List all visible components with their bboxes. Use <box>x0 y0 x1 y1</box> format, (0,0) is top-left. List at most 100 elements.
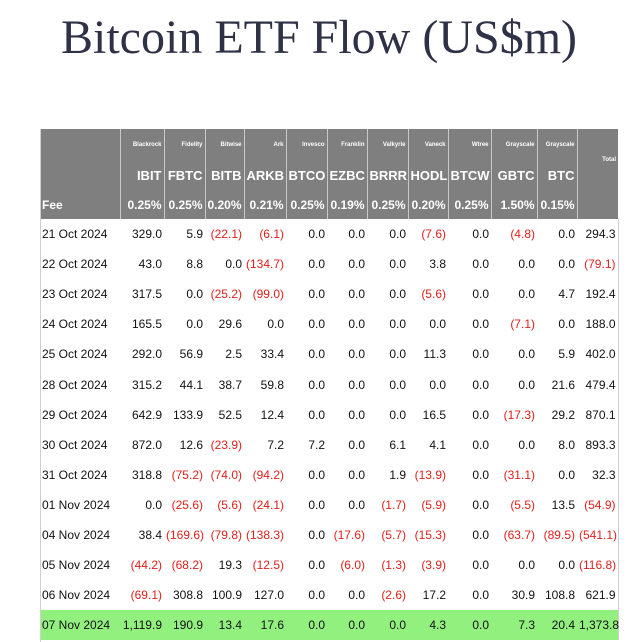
issuer-header-ezbc: Franklin <box>326 129 367 160</box>
flow-cell-btc: (89.5) <box>537 519 577 551</box>
flow-cell-brrr: 0.0 <box>367 369 408 400</box>
flow-cell-btc: 29.2 <box>537 399 577 430</box>
flow-cell-fbtc: 56.9 <box>164 339 205 370</box>
flow-cell-gbtc: (63.7) <box>491 519 537 551</box>
flow-cell-brrr: 0.0 <box>367 249 408 280</box>
flow-cell-brrr: (2.6) <box>367 580 408 611</box>
issuer-header-gbtc: Grayscale <box>490 129 537 160</box>
flow-cell-brrr: 6.1 <box>367 429 408 460</box>
flow-cell-btco: 0.0 <box>286 610 327 641</box>
flow-cell-brrr: 1.9 <box>367 459 408 490</box>
flow-cell-gbtc: 7.3 <box>491 610 537 641</box>
flow-total-cell: 870.1 <box>577 399 619 430</box>
flow-cell-btc: 108.8 <box>537 580 577 611</box>
issuer-header-brrr: Valkyrie <box>366 129 408 160</box>
row-date: 07 Nov 2024 <box>40 610 120 641</box>
issuer-header-row: Blackrock Fidelity Bitwise Ark Invesco Frankl… <box>40 129 618 190</box>
flow-cell-ezbc: 0.0 <box>327 279 367 310</box>
etf-flow-table: Blackrock Fidelity Bitwise Ark Invesco Frankl… <box>40 129 619 641</box>
flow-total-cell: (541.1) <box>577 519 619 551</box>
flow-cell-btco: 0.0 <box>286 489 327 520</box>
flow-cell-btco: 0.0 <box>286 339 327 370</box>
flow-cell-fbtc: (68.2) <box>164 550 205 581</box>
flow-cell-ezbc: 0.0 <box>327 489 367 520</box>
flow-cell-brrr: (1.3) <box>367 550 408 581</box>
ticker-header-hodl: HODL <box>407 160 448 190</box>
flow-cell-arkb: (12.5) <box>244 550 286 581</box>
flow-cell-btco: 0.0 <box>286 249 327 280</box>
flow-cell-hodl: (7.6) <box>408 219 448 250</box>
fee-ibit: 0.25% <box>119 190 164 219</box>
issuer-header-btc: Grayscale <box>536 129 577 160</box>
flow-cell-bitb: (79.8) <box>205 519 244 551</box>
flow-cell-hodl: (5.6) <box>408 279 448 310</box>
fee-bitb: 0.20% <box>204 190 244 219</box>
flow-cell-gbtc: 0.0 <box>491 249 537 280</box>
flow-cell-bitb: 52.5 <box>205 399 244 430</box>
flow-cell-ibit: (44.2) <box>120 550 164 581</box>
flow-cell-gbtc: (17.3) <box>491 399 537 430</box>
flow-cell-hodl: (15.3) <box>408 519 448 551</box>
flow-cell-bitb: 0.0 <box>205 249 244 280</box>
ticker-header-arkb: ARKB <box>243 160 286 190</box>
flow-cell-fbtc: 308.8 <box>164 580 205 611</box>
flow-total-cell: 188.0 <box>577 309 619 340</box>
flow-total-cell: 402.0 <box>577 339 619 370</box>
fee-ezbc: 0.19% <box>326 190 367 219</box>
flow-cell-btco: 0.0 <box>286 279 327 310</box>
flow-cell-arkb: 59.8 <box>244 369 286 400</box>
flow-cell-ibit: 38.4 <box>120 519 164 551</box>
flow-cell-btc: 0.0 <box>537 459 577 490</box>
table-row: 06 Nov 2024 (69.1) 308.8 100.9 127.0 0.0 0.0 (2… <box>40 580 619 611</box>
flow-cell-btco: 0.0 <box>286 369 327 400</box>
table-row: 28 Oct 2024 315.2 44.1 38.7 59.8 0.0 0.0 0.0 0.0… <box>40 369 619 400</box>
flow-total-cell: 32.3 <box>577 459 619 490</box>
issuer-header-btcw: Wtree <box>447 129 491 160</box>
flow-cell-btcw: 0.0 <box>448 219 491 250</box>
flow-cell-fbtc: (75.2) <box>164 459 205 490</box>
fee-row: Fee 0.25% 0.25% 0.20% 0.21% 0.25% 0.19% 0.25% 0… <box>40 190 618 219</box>
table-row: 01 Nov 2024 0.0 (25.6) (5.6) (24.1) 0.0 0.0 (1.… <box>40 489 619 520</box>
flow-cell-fbtc: 8.8 <box>164 249 205 280</box>
flow-cell-ibit: 1,119.9 <box>120 610 164 641</box>
issuer-header-bitb: Bitwise <box>204 129 244 160</box>
flow-cell-ezbc: 0.0 <box>327 429 367 460</box>
row-date: 29 Oct 2024 <box>40 399 120 430</box>
flow-cell-bitb: (5.6) <box>205 489 244 520</box>
flow-cell-bitb: 13.4 <box>205 610 244 641</box>
flow-cell-bitb: (74.0) <box>205 459 244 490</box>
flow-cell-brrr: 0.0 <box>367 309 408 340</box>
flow-cell-ibit: 872.0 <box>120 429 164 460</box>
row-date: 01 Nov 2024 <box>40 489 120 520</box>
table-row: 24 Oct 2024 165.5 0.0 29.6 0.0 0.0 0.0 0.0 0.0 0.… <box>40 309 619 340</box>
flow-cell-btcw: 0.0 <box>448 550 491 581</box>
row-date: 05 Nov 2024 <box>40 550 120 581</box>
flow-cell-ezbc: 0.0 <box>327 219 367 250</box>
flow-cell-ibit: (69.1) <box>120 580 164 611</box>
flow-cell-brrr: (5.7) <box>367 519 408 551</box>
flow-cell-btc: 0.0 <box>537 550 577 581</box>
flow-cell-bitb: 19.3 <box>205 550 244 581</box>
header-blank <box>40 160 120 190</box>
flow-total-cell: 893.3 <box>577 429 619 460</box>
flow-cell-arkb: 33.4 <box>244 339 286 370</box>
ticker-header-ezbc: EZBC <box>326 160 367 190</box>
flow-cell-btcw: 0.0 <box>448 519 491 551</box>
fee-hodl: 0.20% <box>407 190 448 219</box>
flow-cell-gbtc: 0.0 <box>491 339 537 370</box>
flow-cell-ezbc: 0.0 <box>327 399 367 430</box>
flow-cell-arkb: (94.2) <box>244 459 286 490</box>
row-date: 04 Nov 2024 <box>40 519 120 551</box>
flow-cell-bitb: 29.6 <box>205 309 244 340</box>
flow-cell-btc: 5.9 <box>537 339 577 370</box>
table-row: 30 Oct 2024 872.0 12.6 (23.9) 7.2 7.2 0.0 6.1 4.… <box>40 429 619 460</box>
ticker-header-btco: BTCO <box>285 160 327 190</box>
flow-cell-btco: 0.0 <box>286 309 327 340</box>
flow-cell-ibit: 317.5 <box>120 279 164 310</box>
ticker-header-btcw: BTCW <box>447 160 491 190</box>
flow-cell-arkb: 127.0 <box>244 580 286 611</box>
flow-total-cell: (79.1) <box>577 249 619 280</box>
flow-cell-hodl: 4.3 <box>408 610 448 641</box>
issuer-header-fbtc: Fidelity <box>163 129 205 160</box>
ticker-header-btc: BTC <box>536 160 577 190</box>
